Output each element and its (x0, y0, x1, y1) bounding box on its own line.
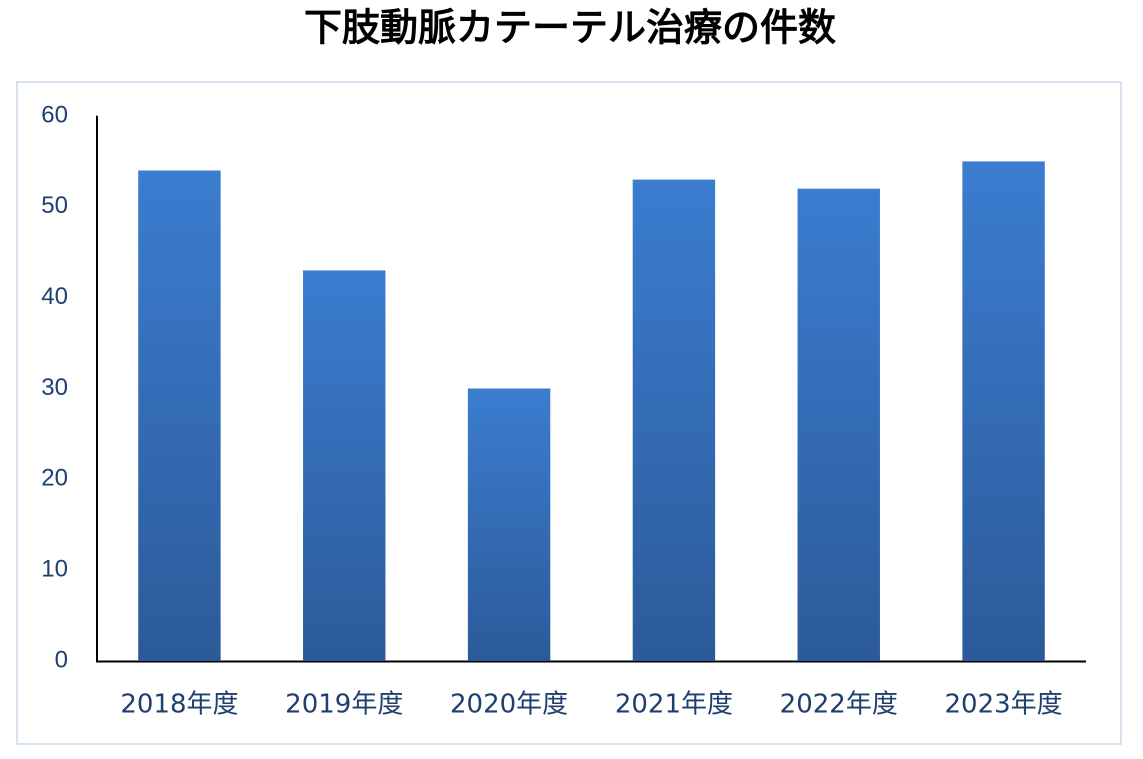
chart-title: 下肢動脈カテーテル治療の件数 (304, 6, 836, 50)
y-tick-label: 60 (41, 101, 68, 128)
x-tick-label: 2019年度 (285, 690, 403, 720)
y-tick-label: 0 (55, 646, 68, 673)
bar (632, 179, 716, 662)
bar (467, 388, 551, 661)
y-tick-label: 20 (41, 465, 68, 492)
y-tick-label: 10 (41, 556, 68, 583)
y-tick-label: 50 (41, 192, 68, 219)
bar (797, 188, 880, 661)
x-tick-label: 2021年度 (615, 690, 733, 720)
x-tick-label: 2022年度 (780, 690, 898, 720)
x-tick-label: 2023年度 (944, 690, 1062, 720)
y-tick-label: 30 (41, 374, 68, 401)
bar (138, 170, 221, 661)
y-tick-label: 40 (41, 283, 68, 310)
x-tick-label: 2018年度 (120, 690, 238, 720)
x-tick-label: 2020年度 (450, 690, 568, 720)
bar (962, 161, 1045, 661)
bar (303, 270, 386, 661)
